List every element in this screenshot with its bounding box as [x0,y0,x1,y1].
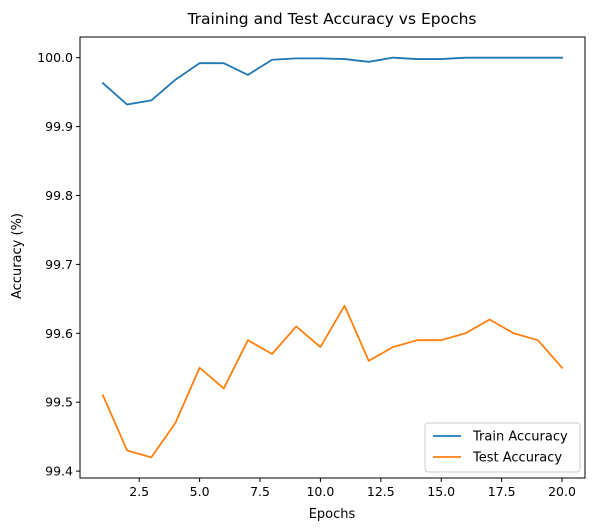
legend-label-train-accuracy: Train Accuracy [472,430,568,445]
legend: Train Accuracy Test Accuracy [424,422,581,473]
x-tick-label: 7.5 [250,484,270,499]
y-tick-label: 99.7 [45,257,73,272]
y-tick-label: 100.0 [37,50,73,65]
y-tick-label: 99.4 [45,464,73,479]
x-tick-label: 5.0 [190,484,210,499]
x-tick-label: 17.5 [488,484,516,499]
legend-label-test-accuracy: Test Accuracy [472,451,562,466]
y-axis-label: Accuracy (%) [10,213,25,299]
y-tick-label: 99.5 [45,395,73,410]
x-tick-label: 10.0 [306,484,334,499]
y-tick-label: 99.6 [45,326,73,341]
x-tick-label: 20.0 [548,484,576,499]
x-tick-label: 12.5 [367,484,395,499]
y-tick-label: 99.9 [45,119,73,134]
legend-box [424,422,581,473]
x-axis-ticks: 2.5 5.0 7.5 10.0 12.5 15.0 17.5 20.0 [129,478,576,499]
plot-frame [79,36,586,479]
series-layer [101,56,564,459]
series-line-test-accuracy [101,304,564,459]
plot-area [79,36,586,479]
x-tick-label: 15.0 [427,484,455,499]
x-tick-label: 2.5 [129,484,149,499]
y-axis-ticks: 99.4 99.5 99.6 99.7 99.8 99.9 100.0 [37,50,80,479]
x-axis-label: Epochs [309,507,356,522]
y-tick-label: 99.8 [45,188,73,203]
chart-title: Training and Test Accuracy vs Epochs [186,10,476,28]
series-line-train-accuracy [101,56,563,106]
